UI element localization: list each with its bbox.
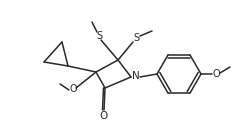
Text: O: O [212, 69, 220, 79]
Text: N: N [132, 71, 140, 81]
Text: O: O [100, 111, 108, 121]
Text: O: O [69, 84, 77, 94]
Text: S: S [96, 31, 102, 41]
Text: S: S [133, 33, 139, 43]
